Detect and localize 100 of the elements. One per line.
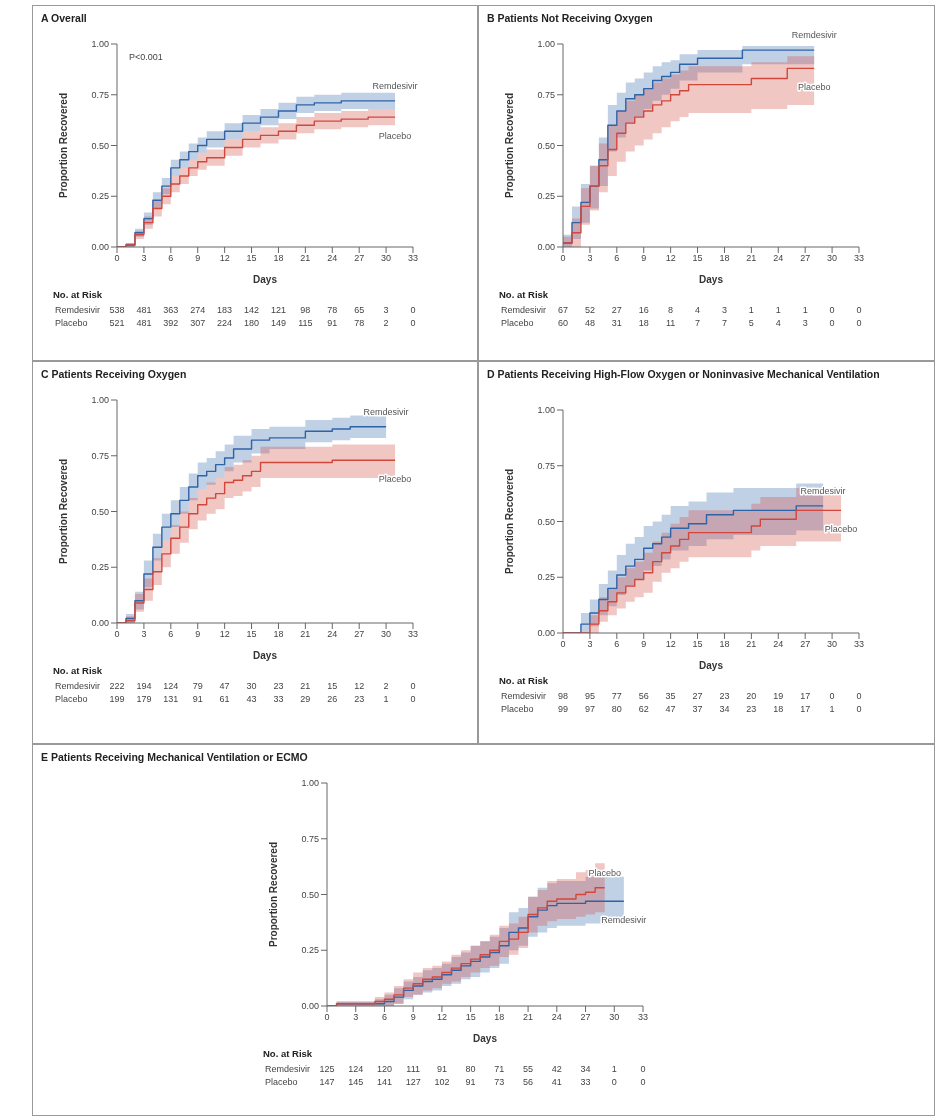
series-label: Placebo — [378, 474, 412, 485]
x-tick-label: 0 — [114, 629, 120, 640]
x-tick-label: 24 — [773, 639, 784, 650]
x-tick-label: 0 — [560, 253, 566, 264]
x-tick-label: 30 — [609, 1012, 620, 1023]
chart-title: D Patients Receiving High-Flow Oxygen or Noninvasive Mechanical Ventilation — [487, 368, 880, 380]
y-axis-title: Proportion Recovered — [503, 468, 515, 575]
x-tick-label: 6 — [381, 1012, 387, 1023]
x-tick-label: 0 — [114, 253, 120, 264]
x-tick-label: 18 — [719, 639, 730, 650]
x-tick-label: 24 — [327, 629, 338, 640]
series-label: Remdesivir — [372, 80, 418, 91]
x-tick-label: 33 — [407, 629, 419, 640]
x-tick-label: 27 — [580, 1012, 591, 1023]
x-axis-title: Days — [699, 274, 724, 285]
y-tick-label: 0.25 — [301, 945, 319, 956]
x-tick-label: 12 — [665, 639, 676, 650]
series-label: Remdesivir — [800, 485, 846, 496]
x-tick-label: 30 — [381, 629, 392, 640]
x-tick-label: 21 — [746, 253, 757, 264]
x-tick-label: 9 — [195, 629, 201, 640]
y-tick-label: 0.00 — [537, 628, 555, 639]
series-label: Placebo — [588, 867, 621, 878]
text: Placebo 147 145 141 127 102 91 73 56 41 33 0 0 — [265, 1077, 646, 1087]
x-tick-label: 18 — [494, 1012, 505, 1023]
x-axis-title: Days — [253, 650, 278, 661]
text: Remdesivir 222 194 124 79 47 30 23 21 15 12 2 0 — [55, 681, 416, 691]
x-tick-label: 6 — [168, 629, 174, 640]
x-axis-title: Days — [699, 660, 724, 671]
x-tick-label: 9 — [641, 253, 647, 264]
y-tick-label: 0.00 — [91, 618, 109, 629]
series-label: Placebo — [378, 131, 412, 142]
y-tick-label: 0.50 — [537, 516, 555, 527]
series-label: Remdesivir — [791, 30, 837, 41]
x-tick-label: 3 — [587, 639, 593, 650]
y-tick-label: 0.75 — [537, 460, 555, 471]
y-tick-label: 1.00 — [537, 39, 555, 50]
x-tick-label: 21 — [300, 253, 311, 264]
x-tick-label: 3 — [141, 253, 147, 264]
annotation: P<0.001 — [129, 52, 163, 62]
y-tick-label: 0.25 — [537, 191, 555, 202]
x-tick-label: 9 — [410, 1012, 416, 1023]
y-axis-title: Proportion Recovered — [57, 92, 69, 199]
y-tick-label: 0.25 — [91, 191, 109, 202]
x-axis-title: Days — [253, 274, 278, 285]
x-tick-label: 27 — [354, 253, 365, 264]
chart-title: A Overall — [41, 12, 87, 24]
x-tick-label: 18 — [273, 253, 284, 264]
x-tick-label: 9 — [195, 253, 201, 264]
x-axis-title: Days — [473, 1033, 498, 1044]
x-tick-label: 12 — [219, 629, 230, 640]
y-tick-label: 0.75 — [91, 450, 109, 461]
x-tick-label: 24 — [773, 253, 784, 264]
y-axis-title: Proportion Recovered — [503, 92, 515, 199]
x-tick-label: 15 — [246, 253, 257, 264]
x-tick-label: 33 — [853, 253, 865, 264]
chart-title: B Patients Not Receiving Oxygen — [487, 12, 653, 24]
x-tick-label: 3 — [587, 253, 593, 264]
text: Remdesivir 98 95 77 56 35 27 23 20 19 17 0 0 — [501, 691, 862, 701]
x-tick-label: 6 — [168, 253, 174, 264]
x-tick-label: 30 — [827, 253, 838, 264]
y-tick-label: 0.75 — [91, 89, 109, 100]
y-axis-title: Proportion Recovered — [57, 458, 69, 565]
x-tick-label: 21 — [746, 639, 757, 650]
y-tick-label: 0.25 — [91, 562, 109, 573]
x-tick-label: 27 — [354, 629, 365, 640]
x-tick-label: 0 — [324, 1012, 330, 1023]
x-tick-label: 3 — [141, 629, 147, 640]
x-tick-label: 30 — [381, 253, 392, 264]
text: Remdesivir 538 481 363 274 183 142 121 98 78 65 3 0 — [55, 305, 416, 315]
x-tick-label: 24 — [327, 253, 338, 264]
series-label: Remdesivir — [363, 406, 409, 417]
x-tick-label: 6 — [614, 253, 620, 264]
text: No. at Risk — [263, 1048, 313, 1059]
text: No. at Risk — [53, 289, 103, 300]
x-tick-label: 18 — [273, 629, 284, 640]
y-tick-label: 1.00 — [91, 39, 109, 50]
x-tick-label: 33 — [407, 253, 419, 264]
text: No. at Risk — [499, 675, 549, 686]
text: Placebo 60 48 31 18 11 7 7 5 4 3 0 0 — [501, 318, 862, 328]
x-tick-label: 6 — [614, 639, 620, 650]
y-tick-label: 0.50 — [91, 506, 109, 517]
text: No. at Risk — [499, 289, 549, 300]
text: Remdesivir 125 124 120 111 91 80 71 55 42 34 1 0 — [265, 1064, 646, 1074]
x-tick-label: 9 — [641, 639, 647, 650]
x-tick-label: 27 — [800, 639, 811, 650]
x-tick-label: 33 — [637, 1012, 649, 1023]
text: Placebo 99 97 80 62 47 37 34 23 18 17 1 0 — [501, 704, 862, 714]
y-tick-label: 1.00 — [91, 395, 109, 406]
y-tick-label: 1.00 — [537, 405, 555, 416]
x-tick-label: 15 — [692, 253, 703, 264]
series-label: Remdesivir — [601, 915, 647, 926]
text: E Patients Receiving Mechanical Ventilation or ECMO — [41, 751, 308, 763]
y-tick-label: 0.50 — [91, 140, 109, 151]
x-tick-label: 15 — [692, 639, 703, 650]
x-tick-label: 12 — [665, 253, 676, 264]
text: Remdesivir 67 52 27 16 8 4 3 1 1 1 0 0 — [501, 305, 862, 315]
text: Placebo 521 481 392 307 224 180 149 115 91 78 2 0 — [55, 318, 416, 328]
y-tick-label: 1.00 — [301, 778, 319, 789]
series-label: Placebo — [797, 82, 831, 93]
